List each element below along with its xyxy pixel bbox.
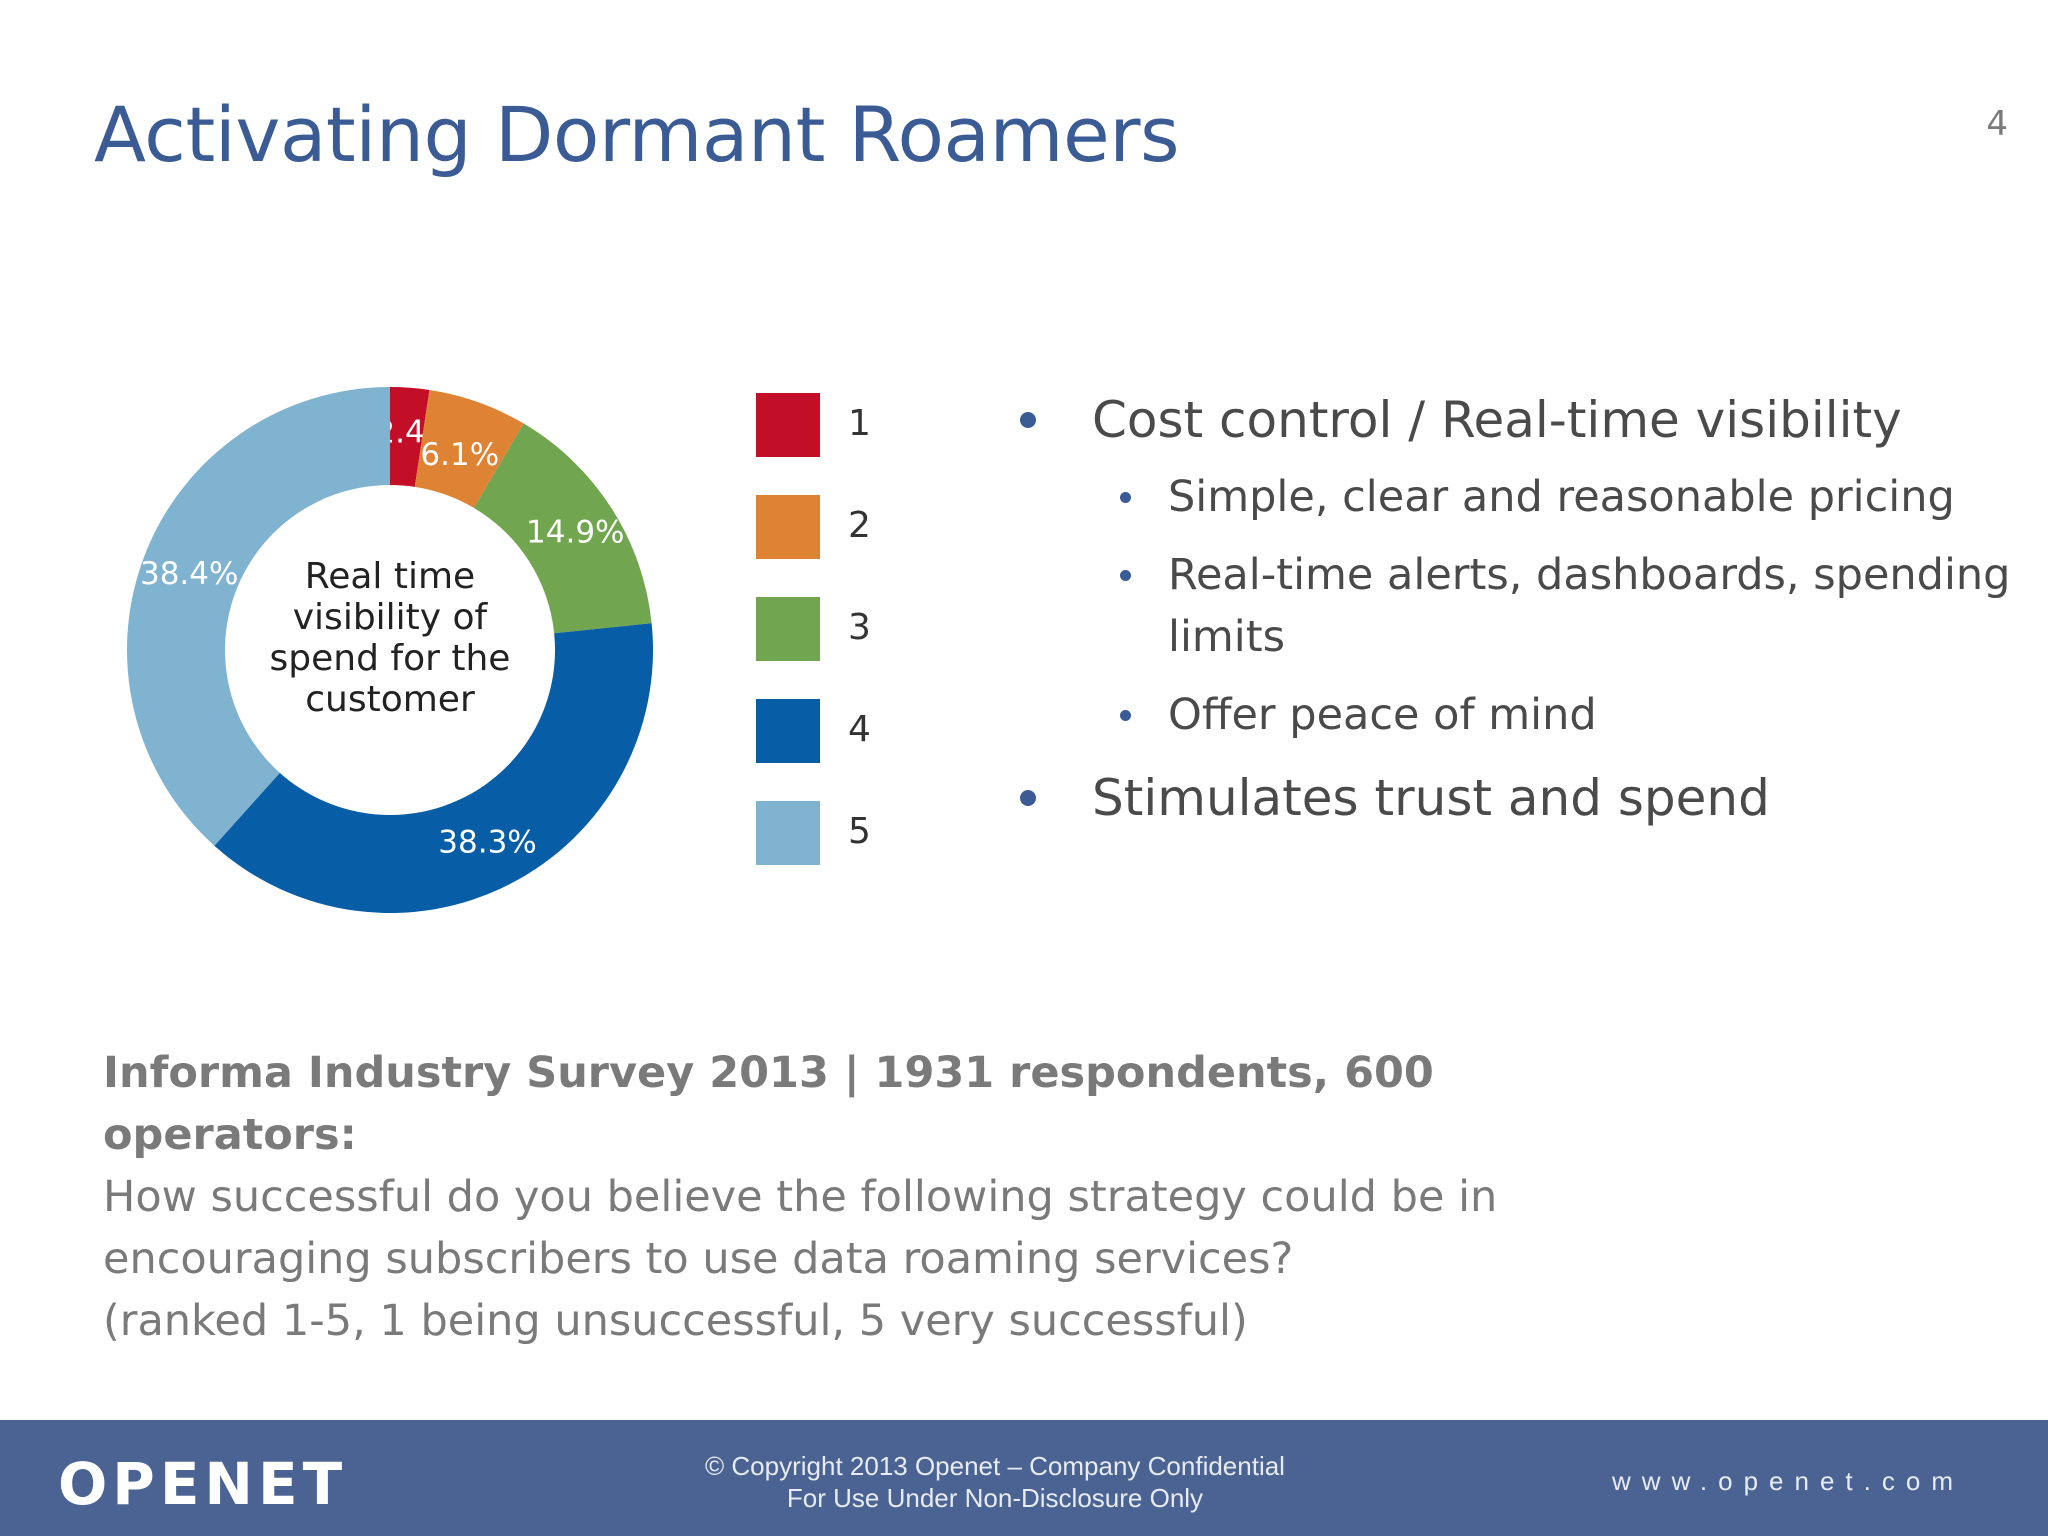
center-label-line: visibility of [292,597,488,638]
slice-value-label: 38.4% [140,556,238,592]
legend-swatch [756,699,820,763]
bullet-dot-icon [1020,790,1036,806]
bullet-dot-icon [1120,492,1131,503]
legend-swatch [756,801,820,865]
legend-swatch [756,597,820,661]
donut-center-label: Real time visibility of spend for the cu… [240,556,540,720]
donut-slice-1 [390,387,430,487]
donut-slice-3 [473,423,652,634]
footer-legal: © Copyright 2013 Openet – Company Confid… [600,1450,1390,1514]
bullet-item: Stimulates trust and spend [1010,768,2020,828]
slice-value-label: 14.9% [526,514,624,550]
donut-chart: 2.4%6.1%14.9%38.3%38.4% [127,387,653,913]
survey-line: encouraging subscribers to use data roam… [103,1234,1294,1284]
copyright-text: © Copyright 2013 Openet – Company Confid… [705,1451,1285,1481]
slice-value-label: 38.3% [438,825,536,861]
donut-slice-4 [214,623,653,913]
bullet-text: Cost control / Real-time visibility [1092,391,1902,449]
bullet-dot-icon [1120,570,1131,581]
sub-bullet-text: Simple, clear and reasonable pricing [1168,472,1955,522]
center-label-line: Real time [304,556,476,597]
center-label-line: spend for the [269,638,511,679]
sub-bullet-item: Simple, clear and reasonable pricing [1010,466,2020,528]
legend-label: 3 [848,607,871,648]
center-label-line: customer [305,679,475,720]
bullet-dot-icon [1120,710,1131,721]
sub-bullet-text: Real-time alerts, dashboards, spending l… [1168,550,2011,662]
sub-bullet-text: Offer peace of mind [1168,690,1597,740]
legend-label: 2 [848,505,871,546]
donut-slice-5 [127,387,390,846]
openet-logo: OPENET [58,1450,348,1518]
legend-label: 4 [848,709,871,750]
survey-line: (ranked 1-5, 1 being unsuccessful, 5 ver… [103,1296,1248,1346]
website-url: www.openet.com [1612,1466,1964,1496]
legend-label: 1 [848,403,871,444]
survey-heading: Informa Industry Survey 2013 | 1931 resp… [103,1048,1434,1160]
sub-bullet-item: Offer peace of mind [1010,684,2020,746]
survey-note: Informa Industry Survey 2013 | 1931 resp… [103,1042,1603,1352]
bullet-item: Cost control / Real-time visibility [1010,390,2020,450]
donut-slice-2 [414,389,524,508]
slide-title: Activating Dormant Roamers [94,90,1180,179]
legend-label: 5 [848,811,871,852]
bullet-text: Stimulates trust and spend [1092,769,1770,827]
survey-line: How successful do you believe the follow… [103,1172,1498,1222]
bullet-dot-icon [1020,412,1036,428]
footer-bar: OPENET © Copyright 2013 Openet – Company… [0,1420,2048,1536]
disclosure-text: For Use Under Non-Disclosure Only [786,1483,1204,1513]
bullet-list: Cost control / Real-time visibility Simp… [1010,390,2020,828]
page-number: 4 [1986,104,2008,144]
legend-swatch [756,393,820,457]
legend-swatch [756,495,820,559]
sub-bullet-item: Real-time alerts, dashboards, spending l… [1010,544,2020,668]
slice-value-label: 6.1% [420,437,499,473]
